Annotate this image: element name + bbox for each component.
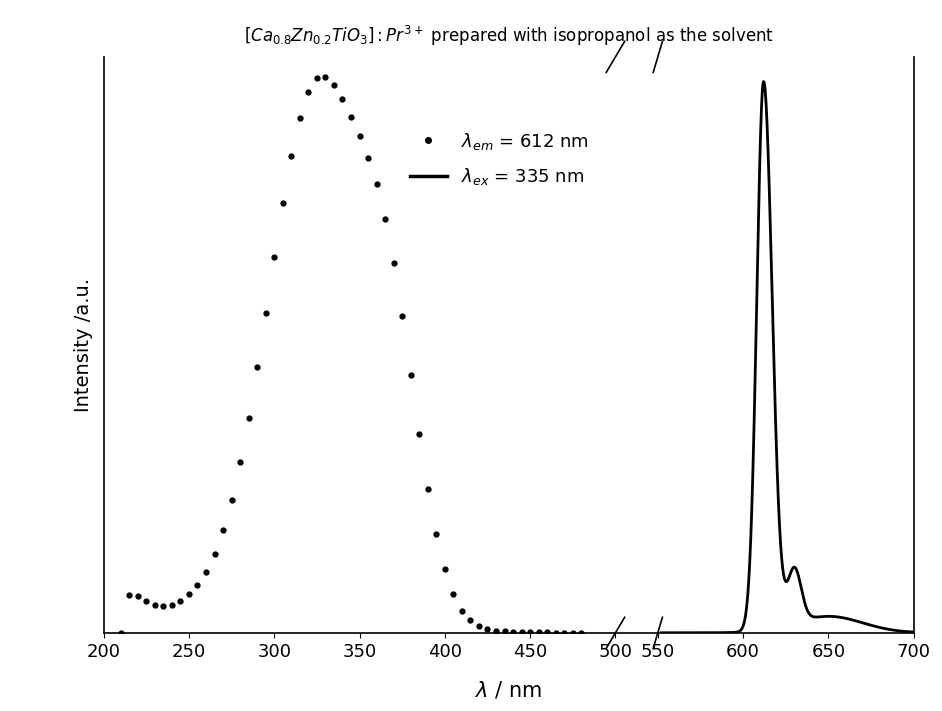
Y-axis label: Intensity /a.u.: Intensity /a.u. xyxy=(73,278,92,412)
Text: $[Ca_{0.8}Zn_{0.2}TiO_3]:Pr^{3+}$ prepared with isopropanol as the solvent: $[Ca_{0.8}Zn_{0.2}TiO_3]:Pr^{3+}$ prepar… xyxy=(244,23,773,48)
Legend: $\lambda_{em}$ = 612 nm, $\lambda_{ex}$ = 335 nm: $\lambda_{em}$ = 612 nm, $\lambda_{ex}$ … xyxy=(403,124,596,194)
Text: $\lambda$ / nm: $\lambda$ / nm xyxy=(475,679,543,700)
